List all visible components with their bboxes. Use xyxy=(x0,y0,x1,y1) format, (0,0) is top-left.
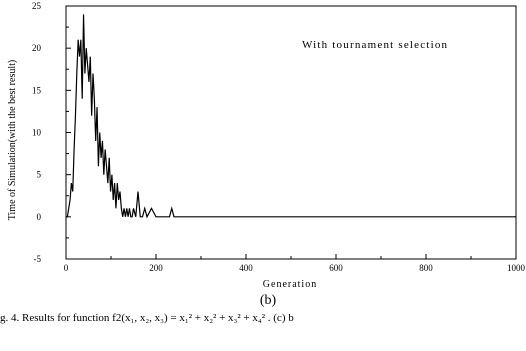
y-tick-label: 15 xyxy=(32,85,42,95)
figure-caption: ig. 4. Results for function f2(x₁, x₂, x… xyxy=(0,312,294,324)
plot-area: 0 200 400 600 800 1000 -5 0 5 10 15 20 25 xyxy=(32,1,526,273)
axis-ticks xyxy=(65,5,517,260)
x-tick-label: 1000 xyxy=(507,263,526,273)
plot-frame xyxy=(65,5,517,260)
axis-tick-labels: 0 200 400 600 800 1000 -5 0 5 10 15 20 25 xyxy=(32,1,526,273)
y-tick-label: -5 xyxy=(34,254,42,264)
y-axis-title: Time of Simulation(with the best result) xyxy=(7,60,18,220)
x-tick-label: 600 xyxy=(329,263,343,273)
y-tick-label: 25 xyxy=(32,1,42,11)
series-group xyxy=(66,14,516,219)
panel-label: (b) xyxy=(260,293,277,308)
y-tick-label: 0 xyxy=(37,212,42,222)
y-tick-label: 5 xyxy=(37,170,42,180)
x-tick-label: 800 xyxy=(419,263,433,273)
y-tick-label: 10 xyxy=(32,128,42,138)
series-line xyxy=(66,14,516,219)
annotation-text: With tournament selection xyxy=(302,39,448,51)
x-tick-label: 0 xyxy=(64,263,69,273)
x-axis-title: Generation xyxy=(263,279,317,290)
x-tick-label: 200 xyxy=(149,263,163,273)
y-tick-label: 20 xyxy=(32,43,42,53)
x-tick-label: 400 xyxy=(239,263,253,273)
